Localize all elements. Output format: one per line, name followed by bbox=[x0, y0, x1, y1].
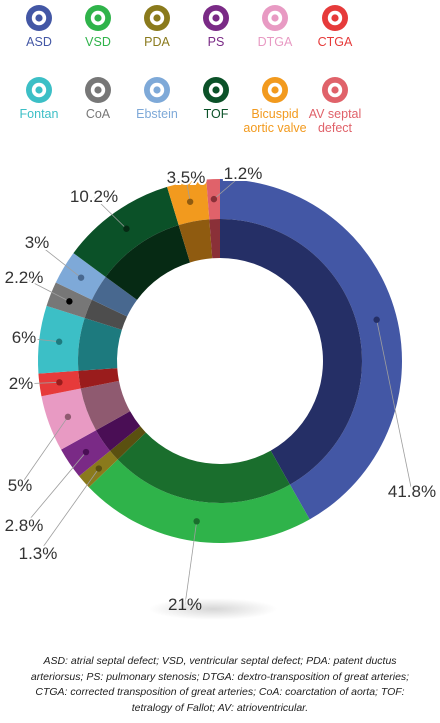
data-label-av-septal-defect: 1.2% bbox=[224, 164, 263, 183]
legend-label: AV septal defect bbox=[308, 107, 362, 135]
legend-item-ebstein: Ebstein bbox=[122, 76, 192, 121]
legend-label: TOF bbox=[203, 107, 229, 121]
legend-label: Fontan bbox=[19, 107, 59, 121]
data-label-ps: 2.8% bbox=[5, 516, 44, 535]
slice-inner-fontan bbox=[78, 317, 122, 371]
legend-item-pda: PDA bbox=[122, 4, 192, 49]
slice-inner-ps bbox=[95, 411, 141, 451]
slice-inner-dtga bbox=[80, 380, 131, 431]
legend-item-bicuspid-aortic-valve: Bicuspid aortic valve bbox=[240, 76, 310, 135]
legend-label: ASD bbox=[26, 35, 52, 49]
legend-label: CoA bbox=[85, 107, 111, 121]
leader-line-pda bbox=[37, 468, 100, 555]
legend-label: PS bbox=[207, 35, 225, 49]
leader-line-av-septal-defect bbox=[213, 173, 244, 200]
target-icon bbox=[144, 5, 170, 31]
legend-item-ps: PS bbox=[181, 4, 251, 49]
leader-line-asd bbox=[376, 319, 413, 493]
leader-dot-tof bbox=[123, 225, 130, 232]
donut-chart: 41.8% 21% 1.3% 2.8% 5% 2% 6% 2.2% 3% 10.2% 3.5% 1.2… bbox=[3, 162, 438, 616]
legend-item-tof: TOF bbox=[181, 76, 251, 121]
legend-item-fontan: Fontan bbox=[4, 76, 74, 121]
data-label-vsd: 21% bbox=[168, 595, 202, 614]
legend-item-ctga: CTGA bbox=[300, 4, 370, 49]
leader-dot-fontan bbox=[55, 338, 63, 345]
leader-dot-ebstein bbox=[77, 274, 85, 281]
footnote: ASD: atrial septal defect; VSD, ventricu… bbox=[30, 655, 410, 714]
leader-line-ps bbox=[23, 451, 87, 527]
legend-label: DTGA bbox=[257, 35, 293, 49]
slice-outer-vsd bbox=[88, 459, 310, 543]
target-icon bbox=[144, 77, 170, 103]
leader-dot-coa bbox=[66, 298, 73, 305]
slice-inner-bicuspid-aortic-valve bbox=[178, 219, 213, 263]
leader-dot-vsd bbox=[193, 518, 200, 525]
legend-item-av-septal-defect: AV septal defect bbox=[300, 76, 370, 135]
data-label-coa: 2.2% bbox=[5, 268, 44, 287]
legend-label: VSD bbox=[85, 35, 111, 49]
leader-dot-pda bbox=[95, 465, 103, 472]
labels-group: 41.8% 21% 1.3% 2.8% 5% 2% 6% 2.2% 3% 10.2% 3.5% 1.2… bbox=[3, 162, 438, 616]
target-icon bbox=[203, 77, 229, 103]
leader-line-ebstein bbox=[36, 242, 82, 278]
data-label-ctga: 2% bbox=[9, 374, 34, 393]
legend-item-vsd: VSD bbox=[63, 4, 133, 49]
leader-dot-ctga bbox=[56, 379, 63, 386]
leader-line-dtga bbox=[19, 416, 69, 487]
slice-inner-pda bbox=[110, 426, 146, 460]
leader-dot-av-septal-defect bbox=[210, 195, 218, 203]
slices-group bbox=[38, 179, 402, 543]
target-icon bbox=[85, 77, 111, 103]
slice-inner-ebstein bbox=[91, 276, 138, 317]
target-icon bbox=[26, 5, 52, 31]
target-icon bbox=[262, 77, 288, 103]
leader-line-fontan bbox=[23, 337, 60, 343]
data-label-ebstein: 3% bbox=[25, 233, 50, 252]
leader-line-vsd bbox=[184, 521, 198, 606]
target-icon bbox=[85, 5, 111, 31]
leader-lines-group bbox=[19, 173, 413, 606]
slice-outer-asd bbox=[220, 179, 402, 520]
target-icon bbox=[26, 77, 52, 103]
leader-line-ctga bbox=[20, 381, 60, 385]
target-icon bbox=[262, 5, 288, 31]
legend-item-coa: CoA bbox=[63, 76, 133, 121]
data-label-fontan: 6% bbox=[12, 328, 37, 347]
target-icon bbox=[203, 5, 229, 31]
slice-inner-ctga bbox=[78, 368, 119, 389]
leader-dot-bicuspid-aortic-valve bbox=[186, 198, 194, 205]
data-label-bicuspid-aortic-valve: 3.5% bbox=[167, 168, 206, 187]
slice-inner-av-septal-defect bbox=[209, 219, 220, 259]
legend: ASD VSD PDA PS DTGA CTGA Fontan CoA Ebstein TOF Bi… bbox=[0, 0, 440, 140]
leader-dot-dtga bbox=[64, 413, 72, 421]
leader-dot-ps bbox=[82, 448, 90, 456]
chart-shadow bbox=[148, 598, 278, 620]
slice-inner-coa bbox=[84, 299, 128, 330]
data-label-tof: 10.2% bbox=[70, 187, 118, 206]
data-label-pda: 1.3% bbox=[19, 544, 58, 563]
legend-item-asd: ASD bbox=[4, 4, 74, 49]
data-label-dtga: 5% bbox=[8, 476, 33, 495]
leader-line-tof bbox=[93, 196, 127, 230]
legend-label: Bicuspid aortic valve bbox=[243, 107, 307, 135]
target-icon bbox=[322, 77, 348, 103]
target-icon bbox=[322, 5, 348, 31]
leader-dot-asd bbox=[373, 316, 380, 323]
legend-label: PDA bbox=[144, 35, 170, 49]
slice-inner-tof bbox=[105, 225, 191, 300]
legend-label: Ebstein bbox=[136, 107, 178, 121]
data-label-asd: 41.8% bbox=[388, 482, 436, 501]
legend-item-dtga: DTGA bbox=[240, 4, 310, 49]
leader-line-coa bbox=[23, 277, 70, 302]
slice-inner-asd bbox=[220, 219, 362, 485]
slice-inner-vsd bbox=[117, 432, 290, 503]
legend-label: CTGA bbox=[317, 35, 353, 49]
leader-line-bicuspid-aortic-valve bbox=[185, 177, 191, 202]
